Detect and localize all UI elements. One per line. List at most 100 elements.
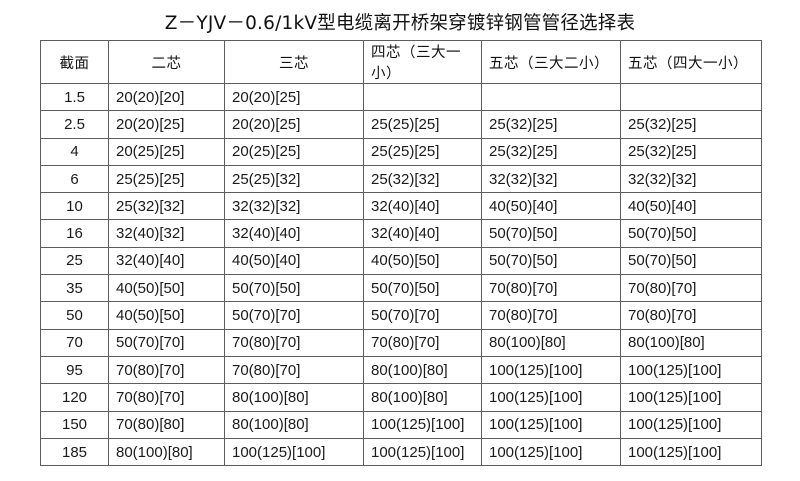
cell-section: 1.5: [40, 82, 109, 112]
cell-four-core: 25(25)[25]: [363, 137, 482, 166]
table-row: 2.5 20(20)[25] 20(20)[25] 25(25)[25] 25(…: [40, 110, 762, 139]
cell-four-core: 25(25)[25]: [363, 110, 482, 139]
cell-section: 25: [40, 246, 109, 276]
cell-five-core-4big1small: [620, 82, 762, 112]
cell-five-core-4big1small: 70(80)[70]: [620, 274, 762, 303]
cell-two-core: 80(100)[80]: [108, 437, 225, 467]
cell-three-core: 70(80)[70]: [224, 328, 364, 357]
cell-five-core-4big1small: 100(125)[100]: [620, 437, 762, 467]
conduit-size-table: 截面 二芯 三芯 四芯（三大一小） 五芯（三大二小） 五芯（四大一小） 1.5 …: [40, 40, 762, 467]
table-header-row: 截面 二芯 三芯 四芯（三大一小） 五芯（三大二小） 五芯（四大一小）: [40, 40, 762, 84]
cell-two-core: 25(32)[32]: [108, 192, 225, 221]
cell-three-core: 20(20)[25]: [224, 82, 364, 112]
table-row: 95 70(80)[70] 70(80)[70] 80(100)[80] 100…: [40, 355, 762, 385]
table-row: 4 20(25)[25] 20(25)[25] 25(25)[25] 25(32…: [40, 137, 762, 166]
table-header: 截面 二芯 三芯 四芯（三大一小） 五芯（三大二小） 五芯（四大一小）: [40, 40, 762, 84]
cell-five-core-4big1small: 32(32)[32]: [620, 164, 762, 194]
table-row: 70 50(70)[70] 70(80)[70] 70(80)[70] 80(1…: [40, 328, 762, 357]
column-header-five-core-4big1small: 五芯（四大一小）: [620, 40, 762, 84]
cell-three-core: 50(70)[70]: [224, 301, 364, 330]
cell-two-core: 70(80)[70]: [108, 355, 225, 385]
cell-four-core: 40(50)[50]: [363, 246, 482, 276]
table-row: 150 70(80)[80] 80(100)[80] 100(125)[100]…: [40, 410, 762, 439]
cell-five-core-3big2small: 70(80)[70]: [481, 301, 621, 330]
cell-three-core: 32(32)[32]: [224, 192, 364, 221]
cell-three-core: 80(100)[80]: [224, 383, 364, 412]
table-row: 35 40(50)[50] 50(70)[50] 50(70)[50] 70(8…: [40, 274, 762, 303]
cell-four-core: 32(40)[40]: [363, 192, 482, 221]
cell-five-core-4big1small: 40(50)[40]: [620, 192, 762, 221]
table-row: 16 32(40)[32] 32(40)[40] 32(40)[40] 50(7…: [40, 219, 762, 248]
cell-two-core: 40(50)[50]: [108, 301, 225, 330]
table-row: 10 25(32)[32] 32(32)[32] 32(40)[40] 40(5…: [40, 192, 762, 221]
cell-five-core-4big1small: 25(32)[25]: [620, 110, 762, 139]
cell-five-core-4big1small: 25(32)[25]: [620, 137, 762, 166]
cell-four-core: 100(125)[100]: [363, 437, 482, 467]
cell-two-core: 20(20)[25]: [108, 110, 225, 139]
cell-five-core-3big2small: 32(32)[32]: [481, 164, 621, 194]
cell-five-core-3big2small: 50(70)[50]: [481, 219, 621, 248]
column-header-three-core: 三芯: [224, 40, 364, 84]
cell-section: 35: [40, 274, 109, 303]
cell-five-core-3big2small: 100(125)[100]: [481, 437, 621, 467]
page-title: Z－YJV－0.6/1kV型电缆离开桥架穿镀锌钢管管径选择表: [164, 13, 636, 34]
cell-five-core-3big2small: 25(32)[25]: [481, 110, 621, 139]
cell-five-core-3big2small: 100(125)[100]: [481, 383, 621, 412]
cell-five-core-3big2small: 80(100)[80]: [481, 328, 621, 357]
cell-four-core: 70(80)[70]: [363, 328, 482, 357]
cell-five-core-4big1small: 100(125)[100]: [620, 410, 762, 439]
cell-five-core-4big1small: 100(125)[100]: [620, 355, 762, 385]
cell-five-core-3big2small: 100(125)[100]: [481, 355, 621, 385]
cell-three-core: 32(40)[40]: [224, 219, 364, 248]
cell-two-core: 40(50)[50]: [108, 274, 225, 303]
column-header-five-core-3big2small: 五芯（三大二小）: [481, 40, 621, 84]
conduit-size-table-container: 截面 二芯 三芯 四芯（三大一小） 五芯（三大二小） 五芯（四大一小） 1.5 …: [40, 40, 762, 467]
cell-section: 6: [40, 164, 109, 194]
cell-section: 120: [40, 383, 109, 412]
cell-three-core: 40(50)[40]: [224, 246, 364, 276]
cell-three-core: 20(20)[25]: [224, 110, 364, 139]
cell-five-core-3big2small: 50(70)[50]: [481, 246, 621, 276]
cell-section: 10: [40, 192, 109, 221]
cell-section: 185: [40, 437, 109, 467]
cell-four-core: 80(100)[80]: [363, 383, 482, 412]
column-header-section: 截面: [40, 40, 109, 84]
cell-five-core-4big1small: 100(125)[100]: [620, 383, 762, 412]
cell-three-core: 100(125)[100]: [224, 437, 364, 467]
cell-two-core: 20(25)[25]: [108, 137, 225, 166]
table-row: 185 80(100)[80] 100(125)[100] 100(125)[1…: [40, 437, 762, 467]
table-row: 1.5 20(20)[20] 20(20)[25]: [40, 82, 762, 112]
cell-five-core-3big2small: [481, 82, 621, 112]
cell-four-core: 50(70)[50]: [363, 274, 482, 303]
table-row: 50 40(50)[50] 50(70)[70] 50(70)[70] 70(8…: [40, 301, 762, 330]
cell-three-core: 25(25)[32]: [224, 164, 364, 194]
cell-two-core: 25(25)[25]: [108, 164, 225, 194]
cell-three-core: 70(80)[70]: [224, 355, 364, 385]
cell-section: 70: [40, 328, 109, 357]
cell-five-core-3big2small: 100(125)[100]: [481, 410, 621, 439]
cell-five-core-4big1small: 50(70)[50]: [620, 246, 762, 276]
cell-three-core: 50(70)[50]: [224, 274, 364, 303]
cell-two-core: 32(40)[40]: [108, 246, 225, 276]
column-header-four-core: 四芯（三大一小）: [363, 40, 482, 84]
cell-four-core: 25(32)[32]: [363, 164, 482, 194]
cell-two-core: 70(80)[80]: [108, 410, 225, 439]
cell-five-core-3big2small: 25(32)[25]: [481, 137, 621, 166]
cell-five-core-4big1small: 50(70)[50]: [620, 219, 762, 248]
cell-two-core: 70(80)[70]: [108, 383, 225, 412]
cell-three-core: 80(100)[80]: [224, 410, 364, 439]
cell-section: 16: [40, 219, 109, 248]
cell-section: 95: [40, 355, 109, 385]
column-header-two-core: 二芯: [108, 40, 225, 84]
cell-five-core-3big2small: 70(80)[70]: [481, 274, 621, 303]
cell-five-core-3big2small: 40(50)[40]: [481, 192, 621, 221]
cell-four-core: 32(40)[40]: [363, 219, 482, 248]
cell-section: 150: [40, 410, 109, 439]
cell-section: 2.5: [40, 110, 109, 139]
cell-two-core: 32(40)[32]: [108, 219, 225, 248]
cell-five-core-4big1small: 70(80)[70]: [620, 301, 762, 330]
cell-four-core: [363, 82, 482, 112]
cell-section: 50: [40, 301, 109, 330]
table-row: 25 32(40)[40] 40(50)[40] 40(50)[50] 50(7…: [40, 246, 762, 276]
table-row: 120 70(80)[70] 80(100)[80] 80(100)[80] 1…: [40, 383, 762, 412]
